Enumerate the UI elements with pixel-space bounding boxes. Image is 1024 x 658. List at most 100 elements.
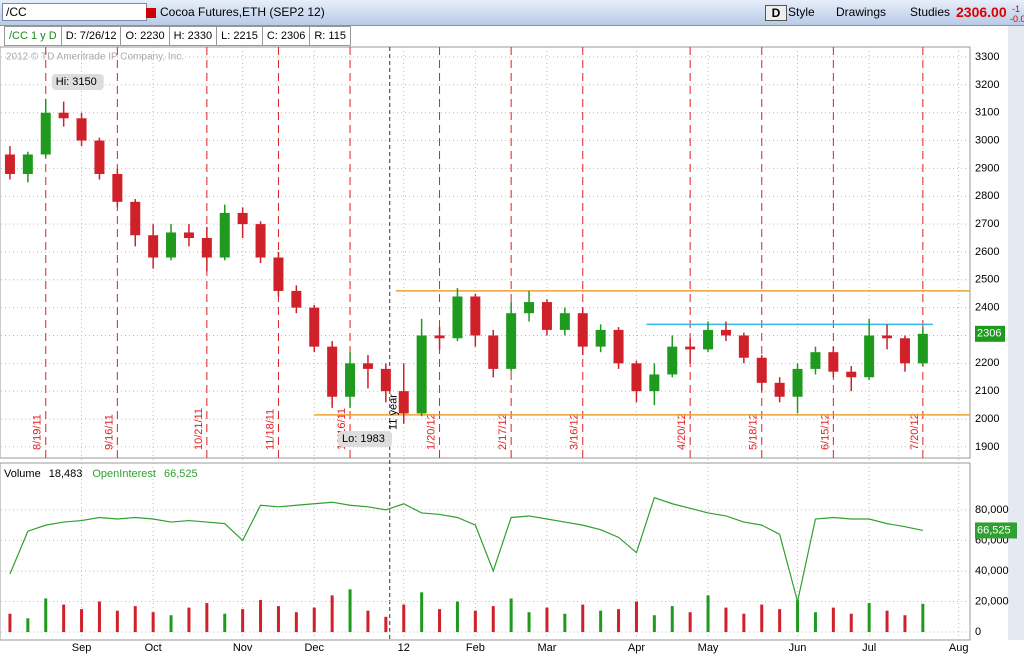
y-tick-label: 2800	[975, 190, 999, 202]
candle-body	[22, 154, 33, 174]
candle-body	[595, 329, 606, 347]
event-label: 7/20/12	[909, 413, 921, 450]
event-label: 3/16/12	[569, 413, 581, 450]
candle-body	[380, 368, 391, 392]
x-tick-label: 12	[398, 642, 410, 654]
candle-body	[201, 238, 212, 258]
candle-body	[506, 313, 517, 369]
year-label: 11 year	[388, 394, 400, 430]
x-tick-label: Oct	[145, 642, 162, 654]
candle-body	[864, 335, 875, 378]
volume-bar	[581, 604, 585, 633]
candle-body	[792, 368, 803, 397]
volume-bar	[241, 609, 245, 633]
volume-bar	[849, 613, 853, 633]
candle-body	[899, 338, 910, 364]
y-tick-label: 20,000	[975, 595, 1009, 607]
volume-bar	[151, 612, 155, 633]
volume-bar	[187, 607, 191, 633]
volume-bar	[473, 610, 477, 633]
legend-name: Volume	[4, 468, 41, 480]
info-open: O: 2230	[120, 26, 170, 46]
candle-body	[273, 257, 284, 291]
candle-body	[577, 313, 588, 347]
legend-value: 66,525	[164, 468, 198, 480]
y-tick-label: 60,000	[975, 534, 1009, 546]
studies-button[interactable]: Studies	[910, 5, 951, 19]
toolbar: /CC Cocoa Futures,ETH (SEP2 12) D Style …	[0, 0, 1024, 26]
candle-body	[58, 112, 69, 119]
candle-body	[917, 333, 928, 364]
description: Cocoa Futures,ETH (SEP2 12)	[160, 5, 325, 19]
candle-body	[112, 173, 123, 202]
volume-bar	[312, 607, 316, 633]
event-label: 5/18/12	[748, 413, 760, 450]
x-tick-label: Nov	[233, 642, 253, 654]
info-date: D: 7/26/12	[60, 26, 122, 46]
volume-bar	[813, 612, 817, 633]
volume-bar	[670, 606, 674, 633]
drawings-button[interactable]: Drawings	[836, 5, 887, 19]
style-button[interactable]: Style	[788, 5, 815, 19]
volume-bar	[294, 612, 298, 633]
symbol-input[interactable]: /CC	[2, 3, 147, 21]
candle-body	[255, 224, 266, 258]
event-label: 9/16/11	[103, 414, 115, 450]
study-label: /CC 1 y D	[4, 26, 62, 46]
volume-bar	[259, 599, 263, 633]
y-tick-label: 2300	[975, 329, 999, 341]
change-pct: -0.0	[1010, 14, 1024, 24]
candle-body	[541, 302, 552, 330]
y-tick-label: 0	[975, 626, 981, 638]
volume-bar	[44, 598, 48, 633]
info-range: R: 115	[309, 26, 351, 46]
candle-body	[649, 374, 660, 392]
candle-body	[559, 313, 570, 330]
last-price: 2306.00	[956, 4, 1007, 20]
info-low: L: 2215	[216, 26, 263, 46]
y-tick-label: 2000	[975, 413, 999, 425]
volume-bar	[491, 606, 495, 633]
volume-bar	[366, 610, 370, 633]
volume-bar	[563, 613, 567, 633]
event-label: 4/20/12	[676, 413, 688, 450]
volume-bar	[527, 612, 531, 633]
event-label: 1/20/12	[425, 413, 437, 450]
y-tick-label: 2500	[975, 274, 999, 286]
y-tick-label: 2900	[975, 162, 999, 174]
candle-body	[40, 112, 51, 155]
volume-bar	[455, 601, 459, 633]
y-tick-label: 3300	[975, 51, 999, 63]
candle-body	[183, 232, 194, 239]
candle-body	[738, 335, 749, 358]
volume-bar	[831, 607, 835, 633]
candle-body	[94, 140, 105, 174]
info-bar: /CC 1 y D D: 7/26/12 O: 2230 H: 2330 L: …	[4, 26, 351, 46]
volume-bar	[223, 613, 227, 633]
volume-bar	[599, 610, 603, 633]
volume-bar	[688, 612, 692, 633]
volume-bar	[438, 609, 442, 633]
y-tick-label: 2600	[975, 246, 999, 258]
candle-body	[703, 329, 714, 350]
volume-bar	[80, 609, 84, 633]
candle-body	[148, 235, 159, 258]
candle-body	[720, 329, 731, 336]
candle-body	[291, 290, 302, 308]
open-interest-line	[9, 496, 923, 602]
volume-bar	[921, 603, 925, 633]
d-button[interactable]: D	[765, 5, 787, 21]
volume-bar	[133, 606, 137, 633]
candle-body	[667, 346, 678, 375]
candle-body	[631, 363, 642, 392]
volume-bar	[545, 607, 549, 633]
scrollbar[interactable]	[1008, 26, 1024, 640]
volume-bar	[885, 610, 889, 633]
legend-name: OpenInterest	[92, 468, 156, 480]
info-high: H: 2330	[168, 26, 218, 46]
candle-body	[434, 335, 445, 339]
volume-bar	[384, 616, 388, 633]
change: -1	[1012, 4, 1021, 14]
candle-body	[130, 201, 141, 236]
candle-body	[488, 335, 499, 369]
